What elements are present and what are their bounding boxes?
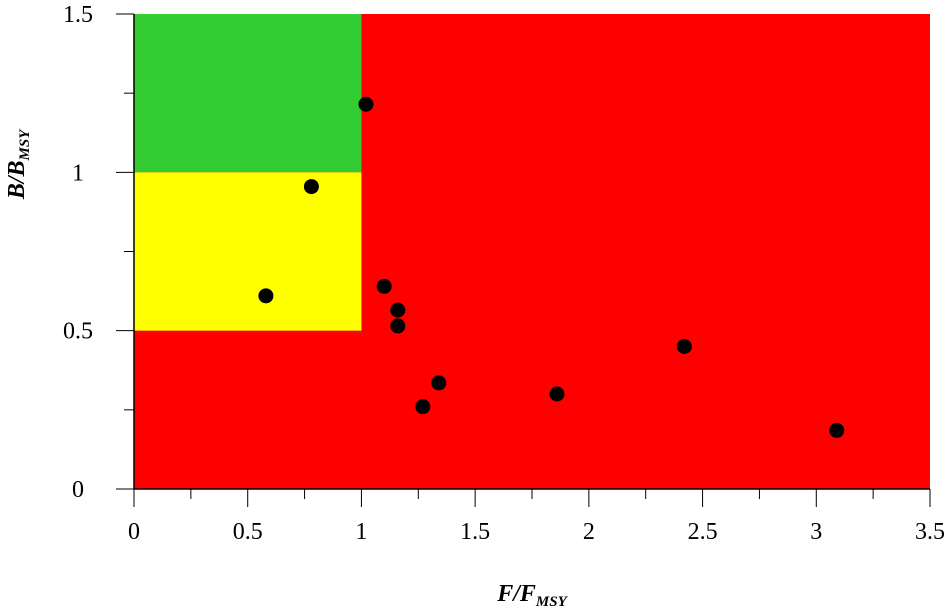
y-axis-title-main: B/B [4, 160, 30, 200]
y-tick-label: 1 [72, 160, 84, 186]
data-point [549, 386, 565, 402]
y-tick-label: 1.5 [63, 2, 93, 28]
y-axis-title: B/BMSY [4, 128, 33, 200]
zone-yellow [134, 172, 362, 331]
x-axis-title-main: F/F [496, 581, 536, 607]
x-tick-label: 3.5 [915, 519, 945, 545]
x-tick-label: 1.5 [460, 519, 490, 545]
zone-green [134, 14, 362, 173]
x-tick-label: 3 [810, 519, 822, 545]
data-point [376, 278, 392, 294]
data-point [829, 422, 845, 438]
x-tick-label: 2.5 [688, 519, 718, 545]
data-point [431, 375, 447, 391]
x-tick-label: 0 [128, 519, 140, 545]
x-tick-label: 2 [583, 519, 595, 545]
y-tick-label: 0 [72, 477, 84, 503]
x-axis-title-subscript: MSY [535, 594, 569, 610]
y-axis-title-subscript: MSY [17, 128, 33, 162]
data-point [415, 399, 431, 415]
x-ticks: 0 0.5 1 1.5 2 2.5 3 3.5 [128, 489, 945, 545]
data-point [258, 288, 274, 304]
data-point [390, 318, 406, 334]
y-tick-label: 0.5 [63, 319, 93, 345]
x-tick-label: 1 [355, 519, 367, 545]
x-tick-label: 0.5 [233, 519, 263, 545]
data-points [258, 96, 845, 438]
data-point [676, 339, 692, 354]
x-axis-title: F/FMSY [496, 581, 568, 610]
data-point [358, 96, 374, 112]
data-point [390, 302, 406, 318]
data-point [303, 179, 319, 195]
status-zones [134, 14, 930, 489]
y-ticks: 0 0.5 1 1.5 [63, 2, 134, 503]
